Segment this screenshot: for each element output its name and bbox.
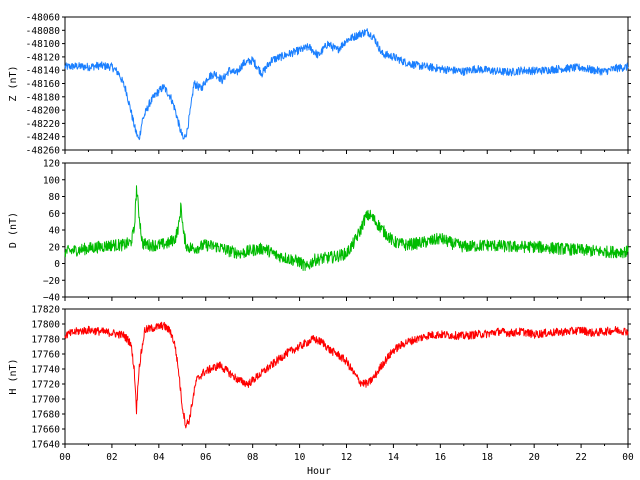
- y-tick-label-d: 20: [49, 242, 61, 253]
- y-tick-label-h: 17740: [31, 365, 60, 376]
- y-axis-label-z: Z (nT): [8, 65, 19, 101]
- y-tick-label-z: -48260: [26, 146, 61, 157]
- y-axis-label-d: D (nT): [8, 212, 19, 248]
- y-tick-label-h: 17660: [31, 425, 60, 436]
- panel-z: -48060 -48080 -48100 -48120 -48140 -48160 -481…: [8, 13, 631, 157]
- y-tick-label-d: −20: [43, 276, 60, 287]
- y-tick-label-h: 17760: [31, 350, 60, 361]
- x-tick-label: 06: [200, 452, 212, 463]
- y-tick-label-z: -48220: [26, 119, 61, 130]
- y-tick-label-h: 17820: [31, 305, 60, 316]
- x-tick-label: 14: [388, 452, 400, 463]
- y-tick-label-d: 0: [54, 259, 60, 270]
- x-tick-label: 10: [294, 452, 306, 463]
- y-tick-label-h: 17780: [31, 335, 60, 346]
- y-tick-label-d: −40: [43, 293, 60, 304]
- y-tick-label-h: 17700: [31, 395, 60, 406]
- y-tick-label-z: -48200: [26, 106, 61, 117]
- x-tick-label: 00: [59, 452, 71, 463]
- plot-frame-z: [64, 16, 629, 151]
- x-axis-label: Hour: [307, 466, 331, 477]
- x-tick-label: 18: [482, 452, 494, 463]
- y-tick-label-z: -48140: [26, 66, 61, 77]
- x-tick-label: 08: [247, 452, 259, 463]
- x-tick-label: 00: [622, 452, 634, 463]
- series-line-h: [64, 321, 629, 429]
- y-tick-label-z: -48120: [26, 52, 61, 63]
- y-tick-label-d: 100: [43, 175, 60, 186]
- x-tick-label: 22: [575, 452, 586, 463]
- y-tick-label-h: 17640: [31, 440, 60, 451]
- y-axis-label-h: H (nT): [8, 358, 19, 394]
- plot-frame-d: [64, 162, 629, 298]
- y-tick-label-z: -48080: [26, 26, 61, 37]
- y-tick-label-z: -48100: [26, 39, 61, 50]
- y-tick-label-z: -48060: [26, 13, 61, 24]
- panel-d: 120 100 80 60 40 20 0 −20 −40 D (nT): [8, 159, 631, 304]
- y-tick-label-d: 120: [43, 159, 60, 170]
- y-tick-label-z: -48160: [26, 79, 61, 90]
- y-tick-label-h: 17800: [31, 320, 60, 331]
- y-tick-label-z: -48180: [26, 92, 61, 103]
- y-tick-label-h: 17680: [31, 410, 60, 421]
- panel-h: 17820 17800 17780 17760 17740 17720 17700 17680…: [8, 305, 634, 464]
- x-tick-label: 02: [106, 452, 117, 463]
- x-tick-label: 16: [435, 452, 447, 463]
- y-tick-label-d: 60: [49, 209, 61, 220]
- series-line-z: [64, 28, 629, 141]
- x-tick-label: 12: [341, 452, 352, 463]
- x-tick-label: 20: [528, 452, 540, 463]
- y-tick-label-d: 80: [49, 192, 61, 203]
- y-tick-label-d: 40: [49, 226, 61, 237]
- y-tick-label-z: -48240: [26, 132, 61, 143]
- x-tick-label: 04: [153, 452, 165, 463]
- series-line-d: [64, 185, 629, 271]
- y-tick-label-h: 17720: [31, 380, 60, 391]
